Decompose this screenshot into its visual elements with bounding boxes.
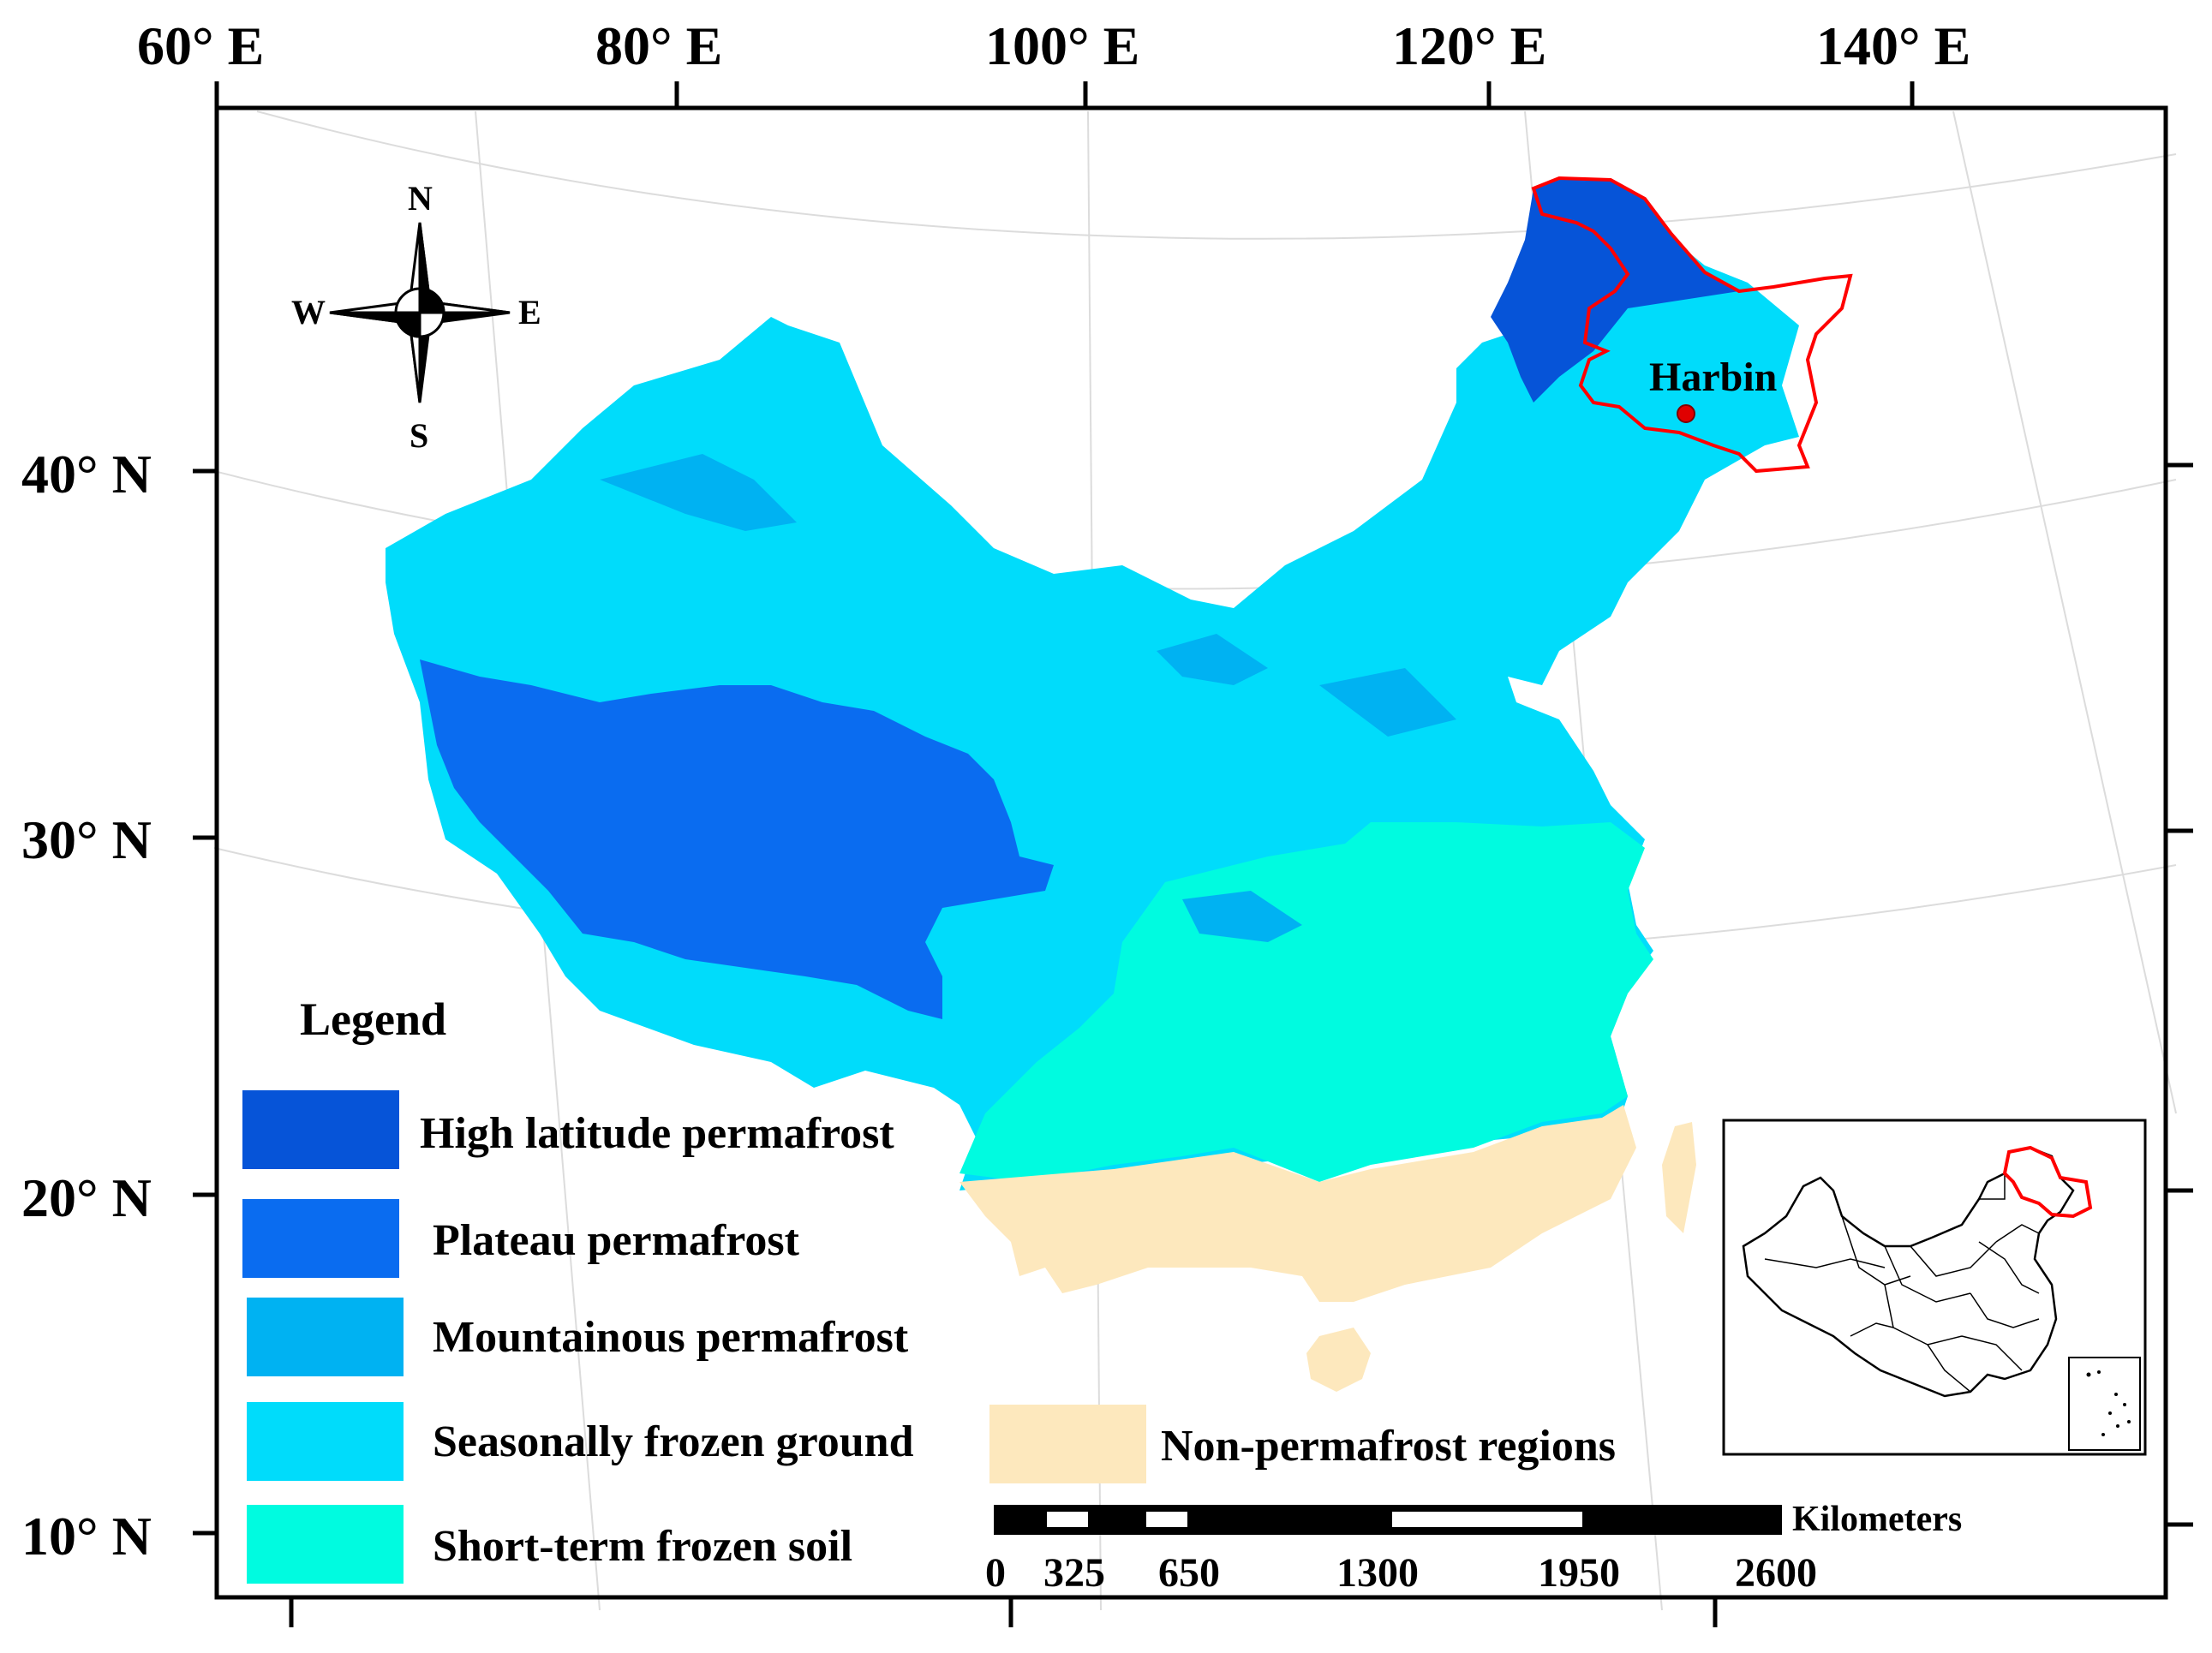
lon-label-120: 120° E <box>1392 15 1546 76</box>
lon-label-140: 140° E <box>1816 15 1970 76</box>
lat-label-40: 40° N <box>21 444 152 504</box>
inset-map <box>1722 1119 2147 1456</box>
scale-bar: Kilometers 0 325 650 1300 1950 2600 <box>985 1500 1962 1596</box>
region-short-term-frozen-soil <box>960 822 1653 1182</box>
legend: Legend High latitude permafrost Plateau … <box>242 994 1616 1584</box>
region-plateau-permafrost <box>420 659 1054 1019</box>
inset-heilongjiang-highlight <box>2002 1145 2093 1219</box>
scale-tick-1950: 1950 <box>1538 1550 1620 1596</box>
legend-swatch-high-latitude <box>242 1090 399 1169</box>
inset-south-sea-box <box>2068 1357 2141 1451</box>
scale-tick-0: 0 <box>985 1550 1006 1596</box>
lat-label-30: 30° N <box>21 809 152 870</box>
inset-province-lines <box>1764 1173 2040 1393</box>
scale-tick-1300: 1300 <box>1336 1550 1419 1596</box>
map-frame <box>214 105 2168 1600</box>
legend-swatch-plateau <box>242 1199 399 1278</box>
compass-rose <box>329 222 511 403</box>
scale-bar-segment-1 <box>1047 1512 1088 1527</box>
legend-label-seasonal: Seasonally frozen ground <box>433 1417 914 1466</box>
compass-w-label: W <box>291 293 326 331</box>
scale-bar-segment-3 <box>1392 1512 1582 1527</box>
longitude-labels: 60° E 80° E 100° E 120° E 140° E <box>137 15 1970 76</box>
scale-bar-segment-2 <box>1146 1512 1187 1527</box>
compass-e-label: E <box>518 293 541 331</box>
lon-label-60: 60° E <box>137 15 264 76</box>
legend-label-high-latitude: High latitude permafrost <box>420 1109 894 1158</box>
region-mountainous-permafrost <box>600 454 1456 942</box>
lat-label-10: 10° N <box>21 1506 152 1566</box>
harbin-label: Harbin <box>1649 355 1777 400</box>
scale-bar-unit: Kilometers <box>1792 1500 1962 1539</box>
legend-label-mountainous: Mountainous permafrost <box>433 1313 909 1362</box>
compass-letters: N S W E <box>291 179 541 455</box>
latitude-labels: 40° N 30° N 20° N 10° N <box>21 444 152 1566</box>
scale-tick-650: 650 <box>1158 1550 1220 1596</box>
legend-title: Legend <box>300 994 446 1045</box>
legend-label-non-permafrost: Non-permafrost regions <box>1161 1422 1616 1471</box>
scale-bar-outline <box>994 1505 1782 1535</box>
legend-label-short-term: Short-term frozen soil <box>433 1522 852 1571</box>
frame-ticks <box>193 81 2193 1627</box>
china-map <box>386 180 1799 1392</box>
legend-swatch-non-permafrost <box>989 1405 1146 1483</box>
lon-label-100: 100° E <box>985 15 1139 76</box>
scale-tick-325: 325 <box>1043 1550 1105 1596</box>
compass-center-fill <box>394 287 445 338</box>
legend-swatch-short-term <box>247 1505 404 1584</box>
inset-south-sea-islands <box>2086 1370 2131 1436</box>
legend-swatch-mountainous <box>247 1298 404 1376</box>
region-hainan <box>1306 1328 1371 1392</box>
lat-label-20: 20° N <box>21 1167 152 1228</box>
harbin-marker <box>1677 404 1695 423</box>
compass-n-label: N <box>408 179 433 218</box>
scale-tick-2600: 2600 <box>1735 1550 1817 1596</box>
lon-label-80: 80° E <box>595 15 722 76</box>
region-non-permafrost <box>960 1105 1636 1302</box>
region-taiwan <box>1662 1122 1696 1233</box>
legend-swatch-seasonal <box>247 1402 404 1481</box>
heilongjiang-outline <box>1531 176 1853 474</box>
legend-label-plateau: Plateau permafrost <box>433 1216 800 1265</box>
compass-s-label: S <box>410 416 428 455</box>
